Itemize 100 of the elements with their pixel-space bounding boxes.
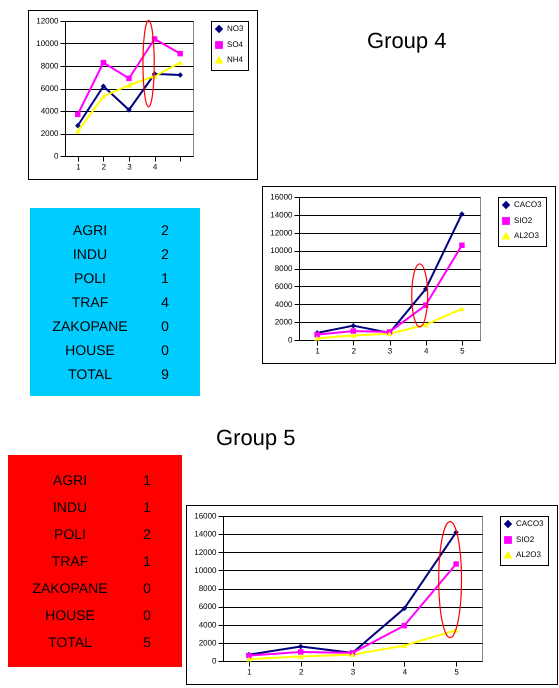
category-label: TOTAL bbox=[47, 634, 93, 650]
y-tick-label: 16000 bbox=[270, 192, 294, 202]
y-tick-label: 2000 bbox=[40, 129, 60, 138]
point bbox=[100, 84, 106, 89]
y-tick-label: 2000 bbox=[274, 318, 294, 327]
data-label: 9 bbox=[160, 366, 170, 382]
category-label: INDU bbox=[72, 246, 108, 262]
point bbox=[350, 322, 356, 328]
y-tick-label: 0 bbox=[212, 656, 218, 666]
point bbox=[402, 622, 408, 628]
y-tick-label: 4000 bbox=[198, 620, 218, 630]
x-tick-label: 2 bbox=[102, 162, 107, 172]
y-tick-label: 0 bbox=[288, 336, 294, 344]
point bbox=[177, 60, 183, 65]
point bbox=[314, 336, 320, 341]
point bbox=[459, 242, 465, 248]
x-tick-label: 3 bbox=[388, 346, 393, 356]
y-tick-label: 8000 bbox=[274, 264, 294, 273]
point bbox=[75, 128, 81, 134]
y-tick-label: 12000 bbox=[194, 548, 218, 557]
category-label: POLI bbox=[73, 270, 107, 286]
category-label: AGRI bbox=[52, 472, 88, 488]
category-label: POLI bbox=[53, 526, 87, 542]
point bbox=[350, 328, 356, 334]
x-tick-label: 3 bbox=[127, 162, 132, 172]
point bbox=[459, 211, 465, 217]
point bbox=[100, 94, 106, 99]
legend-label: AL2O3 bbox=[516, 550, 542, 559]
legend-label: SIO2 bbox=[514, 216, 533, 225]
point bbox=[246, 656, 252, 662]
x-tick-label: 1 bbox=[315, 346, 320, 356]
category-label: TRAF bbox=[70, 294, 110, 310]
y-tick-label: 4000 bbox=[40, 106, 60, 116]
data-label: 0 bbox=[160, 342, 170, 358]
y-tick-label: 0 bbox=[54, 152, 60, 160]
category-label: ZAKOPANE bbox=[51, 318, 129, 334]
data-label: 5 bbox=[142, 634, 152, 650]
data-label: 2 bbox=[160, 222, 170, 238]
legend-label: NH4 bbox=[227, 55, 244, 64]
legend-label: NO3 bbox=[227, 24, 244, 33]
y-tick-label: 16000 bbox=[194, 512, 218, 520]
x-tick-label: 5 bbox=[454, 668, 460, 676]
y-tick-label: 14000 bbox=[270, 210, 294, 220]
chart-title: Group 5 bbox=[216, 425, 296, 451]
x-tick-label: 1 bbox=[247, 668, 252, 676]
chart-title: Group 4 bbox=[367, 28, 446, 54]
x-tick-label: 4 bbox=[402, 668, 408, 676]
point bbox=[298, 654, 304, 659]
point bbox=[402, 643, 408, 648]
x-tick-label: 2 bbox=[352, 346, 357, 356]
point bbox=[75, 112, 81, 118]
category-label: AGRI bbox=[72, 222, 108, 238]
point bbox=[350, 333, 356, 338]
x-tick-label: 3 bbox=[350, 668, 356, 676]
y-tick-label: 6000 bbox=[198, 602, 218, 612]
y-tick-label: 14000 bbox=[194, 530, 218, 539]
x-tick-label: 4 bbox=[152, 162, 158, 172]
data-label: 1 bbox=[142, 472, 152, 488]
category-label: TRAF bbox=[50, 553, 90, 569]
category-label: INDU bbox=[52, 499, 88, 515]
point bbox=[177, 50, 183, 56]
y-tick-label: 10000 bbox=[36, 39, 60, 48]
point bbox=[75, 122, 81, 128]
category-label: HOUSE bbox=[64, 342, 116, 358]
x-tick-label: 5 bbox=[460, 346, 466, 356]
y-tick-label: 6000 bbox=[274, 282, 294, 291]
data-label: 1 bbox=[142, 553, 152, 569]
data-label: 1 bbox=[160, 270, 170, 286]
x-tick-label: 1 bbox=[76, 162, 82, 172]
legend-label: CACO3 bbox=[514, 200, 542, 209]
y-tick-label: 12000 bbox=[270, 228, 294, 238]
legend-label: SIO2 bbox=[516, 535, 535, 544]
y-tick-label: 10000 bbox=[194, 566, 218, 575]
data-label: 0 bbox=[142, 607, 152, 623]
data-label: 1 bbox=[142, 499, 152, 515]
y-tick-label: 12000 bbox=[36, 16, 60, 26]
y-tick-label: 6000 bbox=[40, 84, 60, 93]
data-label: 2 bbox=[142, 526, 152, 542]
point bbox=[126, 82, 132, 88]
point bbox=[126, 107, 132, 113]
y-tick-label: 2000 bbox=[198, 638, 218, 648]
y-tick-label: 4000 bbox=[274, 300, 294, 309]
category-label: TOTAL bbox=[67, 366, 113, 382]
point bbox=[126, 76, 132, 82]
point bbox=[298, 649, 304, 655]
point bbox=[422, 322, 428, 328]
y-tick-label: 8000 bbox=[198, 584, 218, 593]
category-label: HOUSE bbox=[44, 607, 96, 623]
legend-label: CACO3 bbox=[516, 519, 544, 528]
y-tick-label: 8000 bbox=[40, 62, 60, 70]
data-label: 0 bbox=[142, 580, 152, 596]
x-tick-label: 2 bbox=[298, 668, 304, 676]
legend-label: SO4 bbox=[227, 40, 244, 49]
category-label: ZAKOPANE bbox=[31, 580, 109, 596]
y-tick-label: 10000 bbox=[270, 246, 294, 256]
point bbox=[459, 306, 465, 312]
point bbox=[100, 60, 106, 66]
legend-label: AL2O3 bbox=[514, 231, 540, 240]
data-label: 2 bbox=[160, 246, 170, 262]
point bbox=[453, 561, 459, 567]
